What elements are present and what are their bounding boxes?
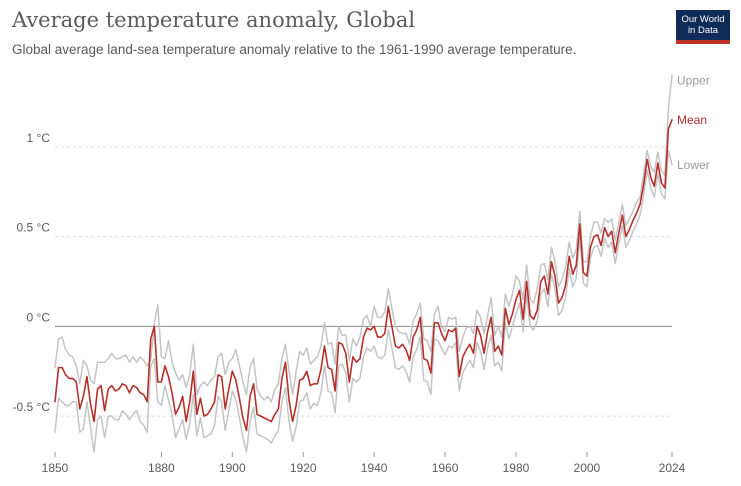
x-tick-label: 1900 [219, 461, 246, 475]
logo-line-1: Our World [681, 14, 725, 25]
y-tick-label: 0.5 °C [17, 221, 51, 235]
axis-layer: -0.5 °C 0 °C 0.5 °C 1 °C 1850 1880 1900 1920 194… [13, 131, 686, 475]
label-layer: Upper Lower Mean [677, 73, 710, 171]
series-label-mean: Mean [677, 113, 707, 127]
x-tick-label: 2024 [659, 461, 686, 475]
grid-layer [55, 146, 672, 417]
series-label-lower: Lower [677, 158, 710, 172]
series-line-upper[interactable] [54, 74, 673, 403]
x-tick-label: 1920 [290, 461, 317, 475]
owid-logo[interactable]: Our World in Data [676, 10, 730, 44]
x-tick-label: 1940 [361, 461, 388, 475]
x-tick-label: 1880 [148, 461, 175, 475]
x-tick-label: 1960 [432, 461, 459, 475]
y-tick-label: 0 °C [27, 310, 51, 324]
series-line-lower[interactable] [54, 149, 673, 453]
chart-subtitle: Global average land-sea temperature anom… [12, 42, 577, 57]
series-layer [54, 74, 673, 453]
x-tick-label: 1850 [42, 461, 69, 475]
logo-line-2: in Data [687, 25, 719, 36]
series-label-upper: Upper [677, 73, 710, 87]
y-tick-label: 1 °C [27, 131, 51, 145]
chart-title: Average temperature anomaly, Global [12, 8, 416, 32]
y-tick-label: -0.5 °C [13, 400, 51, 414]
x-tick-label: 2000 [574, 461, 601, 475]
x-tick-label: 1980 [503, 461, 530, 475]
series-line-mean[interactable] [54, 119, 673, 432]
